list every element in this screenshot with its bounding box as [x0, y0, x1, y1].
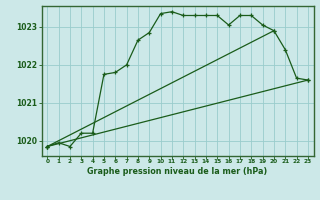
- X-axis label: Graphe pression niveau de la mer (hPa): Graphe pression niveau de la mer (hPa): [87, 167, 268, 176]
